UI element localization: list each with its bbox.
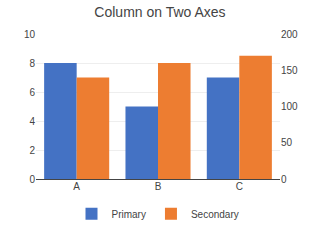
svg-text:100: 100 [281, 101, 298, 112]
svg-text:50: 50 [281, 137, 293, 148]
svg-text:Secondary: Secondary [191, 209, 239, 220]
svg-text:0: 0 [281, 174, 287, 185]
svg-text:150: 150 [281, 65, 298, 76]
svg-text:A: A [73, 181, 80, 192]
svg-text:4: 4 [29, 116, 35, 127]
svg-text:2: 2 [29, 145, 35, 156]
svg-text:200: 200 [281, 29, 298, 40]
svg-text:C: C [236, 181, 243, 192]
svg-text:B: B [155, 181, 162, 192]
svg-text:Primary: Primary [112, 209, 146, 220]
svg-text:8: 8 [29, 58, 35, 69]
svg-text:0: 0 [29, 174, 35, 185]
svg-text:10: 10 [24, 29, 36, 40]
svg-text:Column on Two Axes: Column on Two Axes [94, 4, 225, 20]
svg-text:6: 6 [29, 87, 35, 98]
